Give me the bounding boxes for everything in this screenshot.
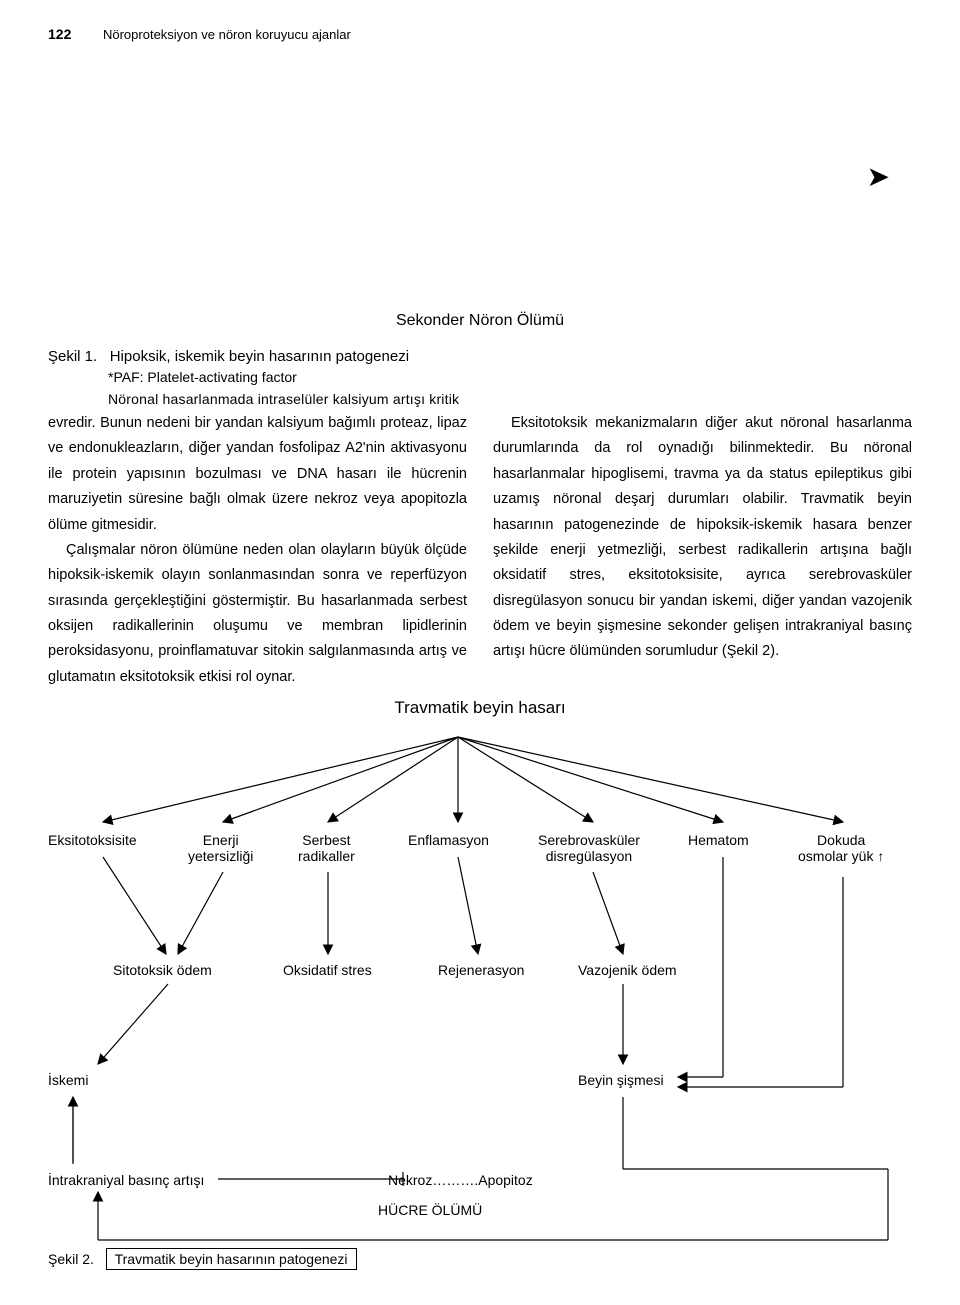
page-number: 122 [48, 26, 71, 42]
figure1-caption-text: Hipoksik, iskemik beyin hasarının patoge… [110, 348, 409, 365]
node-intrakraniyal: İntrakraniyal basınç artışı [48, 1172, 204, 1188]
running-title: Nöroproteksiyon ve nöron koruyucu ajanla… [103, 27, 351, 42]
page-header: 122 Nöroproteksiyon ve nöron koruyucu aj… [48, 26, 912, 42]
node-sitoodem: Sitotoksik ödem [113, 962, 212, 978]
figure1-label: Şekil 1. [48, 348, 97, 365]
node-nekroz: Nekroz……….Apopitoz [388, 1172, 533, 1188]
arrow-glyph: ➤ [867, 160, 890, 193]
flowchart: Eksitotoksisite Enerji yetersizliği Serbes… [48, 722, 912, 1242]
figure1-paf: *PAF: Platelet-activating factor [108, 369, 912, 385]
figure1-caption: Şekil 1. Hipoksik, iskemik beyin hasarın… [48, 348, 912, 365]
node-enerji: Enerji yetersizliği [188, 832, 253, 864]
node-iskemi: İskemi [48, 1072, 88, 1088]
node-hucre: HÜCRE ÖLÜMÜ [378, 1202, 482, 1218]
node-oksidatif: Oksidatif stres [283, 962, 372, 978]
diagram-title: Travmatik beyin hasarı [48, 698, 912, 718]
node-dokuda: Dokuda osmolar yük ↑ [798, 832, 884, 864]
node-beyin: Beyin şişmesi [578, 1072, 664, 1088]
left-p2: Çalışmalar nöron ölümüne neden olan olay… [48, 538, 467, 690]
left-p1: evredir. Bunun nedeni bir yandan kalsiyu… [48, 411, 467, 538]
body-columns: evredir. Bunun nedeni bir yandan kalsiyu… [48, 411, 912, 690]
noronal-line: Nöronal hasarlanmada intraselüler kalsiy… [108, 391, 912, 407]
figure2-label: Şekil 2. [48, 1251, 94, 1267]
node-hematom: Hematom [688, 832, 749, 848]
node-serebro: Serebrovasküler disregülasyon [538, 832, 640, 864]
figure1-title: Sekonder Nöron Ölümü [48, 312, 912, 330]
node-vazojenik: Vazojenik ödem [578, 962, 677, 978]
column-left: evredir. Bunun nedeni bir yandan kalsiyu… [48, 411, 467, 690]
column-right: Eksitotoksik mekanizmaların diğer akut n… [493, 411, 912, 690]
node-serbest: Serbest radikaller [298, 832, 355, 864]
node-eksito: Eksitotoksisite [48, 832, 137, 848]
right-p1: Eksitotoksik mekanizmaların diğer akut n… [493, 411, 912, 665]
node-enflamasyon: Enflamasyon [408, 832, 489, 848]
node-rejenerasyon: Rejenerasyon [438, 962, 524, 978]
